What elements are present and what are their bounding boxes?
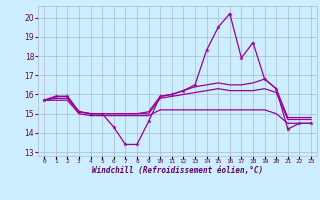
X-axis label: Windchill (Refroidissement éolien,°C): Windchill (Refroidissement éolien,°C)	[92, 166, 263, 175]
